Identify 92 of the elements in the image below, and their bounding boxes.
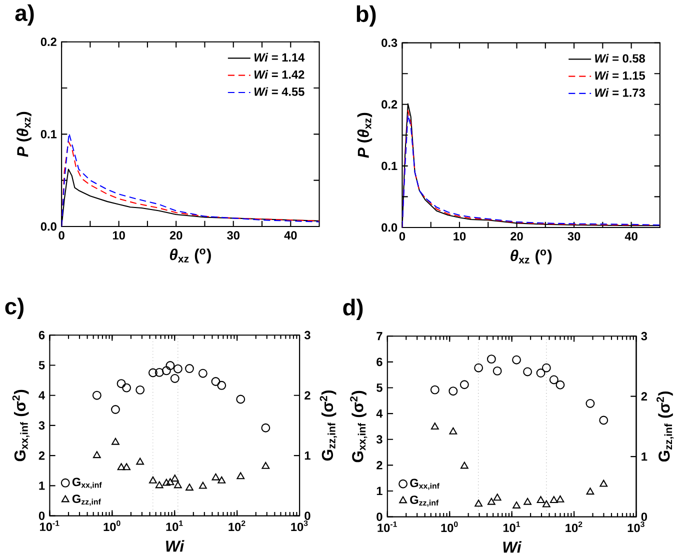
- y2-axis-title: G$_{zz,inf}$ (σ$^{2}$): [656, 391, 674, 462]
- point: [460, 380, 469, 389]
- x-tick-label: 30: [568, 232, 580, 240]
- x-tick-label: 0: [58, 230, 64, 240]
- y-axis-title: P (θ$_{xz}$): [16, 112, 32, 157]
- x-tick-label: 10$^{1}$: [503, 521, 520, 532]
- point: [448, 386, 458, 396]
- point: [536, 368, 546, 378]
- point: [600, 480, 608, 487]
- x-tick-label: 10$^{-1}$: [378, 521, 397, 532]
- point: [487, 498, 496, 505]
- y-tick-label: 6: [376, 358, 382, 366]
- y2-tick-label: 0: [304, 511, 310, 520]
- x-tick-label: 10$^{2}$: [566, 521, 582, 532]
- x-tick-label: 10: [454, 232, 466, 240]
- chart-title: a): [15, 4, 34, 26]
- y-axis-title: G$_{xx,inf}$ (σ$^{2}$): [12, 390, 30, 462]
- point: [524, 498, 532, 505]
- x-tick-label: 10$^{3}$: [291, 520, 308, 531]
- y-tick-label: 3: [376, 435, 382, 444]
- legend-label: G$_{zz,inf}$: [410, 495, 439, 507]
- point: [536, 496, 545, 503]
- x-tick-label: 10$^{0}$: [104, 520, 120, 531]
- y2-axis-title: G$_{zz,inf}$ (σ$^{2}$): [320, 390, 337, 460]
- y2-tick-label: 3: [641, 332, 648, 340]
- y-axis-title: P (θ$_{xz}$): [357, 112, 372, 158]
- point: [512, 501, 520, 508]
- y2-tick-label: 3: [304, 330, 310, 340]
- y-tick-label: 0: [376, 512, 382, 521]
- legend-label: Wi = 1.15: [595, 70, 646, 80]
- legend-label: G$_{zz,inf}$: [72, 494, 101, 506]
- x-axis-title: Wi: [503, 541, 522, 552]
- y-tick-label: 5: [376, 383, 382, 392]
- chart-title: b): [356, 5, 376, 26]
- x-axis-title: θ$_{xz}$ ($^{o}$): [510, 249, 552, 264]
- point: [486, 354, 496, 364]
- x-tick-label: 10$^{-1}$: [40, 520, 60, 531]
- legend-label: Wi = 4.55: [254, 87, 304, 96]
- y-tick-label: 0.2: [382, 100, 398, 108]
- y2-tick-label: 1: [304, 451, 310, 460]
- y-tick-label: 0.0: [40, 222, 56, 231]
- x-axis-title: θ$_{xz}$ ($^{o}$): [170, 248, 211, 264]
- x-tick-label: 0: [399, 232, 406, 240]
- y-tick-label: 0: [38, 511, 45, 520]
- chart-title: c): [5, 298, 24, 319]
- x-axis-title: Wi: [166, 540, 184, 552]
- y-tick-label: 5: [38, 360, 45, 370]
- y-tick-label: 3: [38, 421, 45, 430]
- y-tick-label: 2: [376, 460, 382, 470]
- y2-tick-label: 0: [641, 512, 648, 521]
- y-axis-title: G$_{xx,inf}$ (σ$^{2}$): [350, 390, 368, 462]
- point: [460, 462, 468, 469]
- point: [449, 427, 458, 434]
- y-tick-label: 1: [376, 486, 382, 495]
- y2-tick-label: 2: [304, 391, 310, 400]
- x-tick-label: 40: [284, 230, 297, 240]
- point: [599, 416, 608, 425]
- x-tick-label: 10$^{2}$: [228, 520, 246, 531]
- y2-tick-label: 2: [641, 392, 648, 400]
- point: [523, 367, 532, 376]
- y2-tick-label: 1: [642, 452, 648, 460]
- x-tick-label: 40: [624, 232, 638, 240]
- x-tick-label: 10: [112, 230, 125, 240]
- legend-label: Wi = 0.58: [595, 54, 645, 62]
- x-tick-label: 10$^{3}$: [628, 521, 644, 532]
- y-tick-label: 0.1: [382, 162, 398, 170]
- point: [586, 398, 595, 408]
- legend-label: Wi = 1.73: [595, 88, 645, 97]
- y-tick-label: 7: [376, 332, 382, 340]
- point: [512, 355, 522, 364]
- y-tick-label: 4: [38, 391, 45, 400]
- legend-label: G$_{xx,inf}$: [410, 478, 440, 490]
- legend-label: Wi = 1.14: [254, 52, 305, 62]
- point: [586, 487, 594, 494]
- chart-title: d): [343, 298, 363, 320]
- x-tick-label: 20: [510, 232, 523, 240]
- y-tick-label: 4: [376, 409, 383, 418]
- legend-label: G$_{xx,inf}$: [72, 478, 102, 489]
- y-tick-label: 1: [39, 481, 45, 490]
- y-tick-label: 0.3: [382, 38, 398, 47]
- point: [474, 500, 483, 507]
- y-tick-label: 0.0: [382, 223, 398, 232]
- y-tick-label: 2: [38, 451, 45, 460]
- x-tick-label: 20: [170, 230, 182, 240]
- y-tick-label: 0.1: [40, 130, 57, 138]
- x-tick-label: 10$^{1}$: [166, 520, 183, 531]
- point: [474, 363, 484, 372]
- legend-label: Wi = 1.42: [254, 70, 304, 78]
- x-tick-label: 10$^{0}$: [441, 521, 458, 532]
- x-tick-label: 30: [227, 230, 240, 240]
- y-tick-label: 6: [38, 330, 45, 340]
- y-tick-label: 0.2: [40, 37, 56, 46]
